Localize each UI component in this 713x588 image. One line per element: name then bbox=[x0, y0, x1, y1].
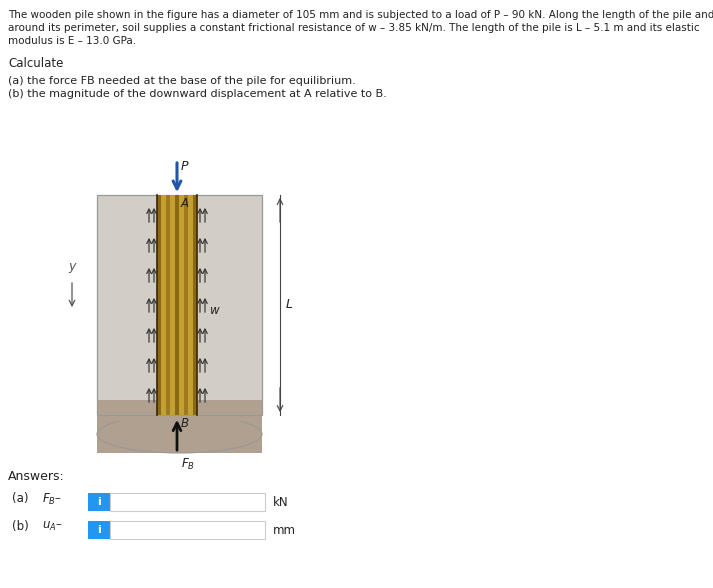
Bar bbox=[97, 400, 262, 421]
Bar bbox=[179, 195, 184, 415]
Text: A: A bbox=[181, 197, 189, 210]
Text: i: i bbox=[97, 497, 101, 507]
Text: $F_B$: $F_B$ bbox=[181, 457, 195, 472]
Text: i: i bbox=[97, 525, 101, 535]
Bar bbox=[193, 195, 197, 415]
Bar bbox=[110, 521, 265, 539]
Text: $u_A$–: $u_A$– bbox=[42, 520, 63, 533]
Text: w: w bbox=[210, 303, 220, 316]
Text: $F_B$–: $F_B$– bbox=[42, 492, 62, 507]
Bar bbox=[188, 195, 193, 415]
Text: (b): (b) bbox=[12, 520, 29, 533]
Text: The wooden pile shown in the figure has a diameter of 105 mm and is subjected to: The wooden pile shown in the figure has … bbox=[8, 10, 713, 20]
Bar bbox=[157, 195, 161, 415]
Bar bbox=[161, 195, 166, 415]
Text: P: P bbox=[181, 160, 188, 173]
Bar bbox=[175, 195, 179, 415]
Text: B: B bbox=[181, 417, 189, 430]
Bar bbox=[97, 400, 262, 453]
Text: Calculate: Calculate bbox=[8, 57, 63, 70]
Text: (b) the magnitude of the downward displacement at A relative to B.: (b) the magnitude of the downward displa… bbox=[8, 89, 386, 99]
Text: (a): (a) bbox=[12, 492, 29, 505]
Bar bbox=[157, 195, 197, 415]
Text: y: y bbox=[68, 260, 76, 273]
Bar bbox=[88, 521, 110, 539]
Bar bbox=[166, 195, 170, 415]
Bar bbox=[170, 195, 175, 415]
Text: kN: kN bbox=[273, 496, 289, 509]
Bar bbox=[110, 493, 265, 511]
Text: Answers:: Answers: bbox=[8, 470, 65, 483]
Text: modulus is E – 13.0 GPa.: modulus is E – 13.0 GPa. bbox=[8, 36, 136, 46]
Bar bbox=[97, 195, 262, 415]
Text: around its perimeter, soil supplies a constant frictional resistance of w – 3.85: around its perimeter, soil supplies a co… bbox=[8, 23, 699, 33]
Bar bbox=[88, 493, 110, 511]
Bar bbox=[97, 195, 262, 415]
Ellipse shape bbox=[97, 415, 262, 453]
Bar bbox=[184, 195, 188, 415]
Text: mm: mm bbox=[273, 523, 296, 536]
Text: L: L bbox=[286, 299, 293, 312]
Text: (a) the force FB needed at the base of the pile for equilibrium.: (a) the force FB needed at the base of t… bbox=[8, 76, 356, 86]
